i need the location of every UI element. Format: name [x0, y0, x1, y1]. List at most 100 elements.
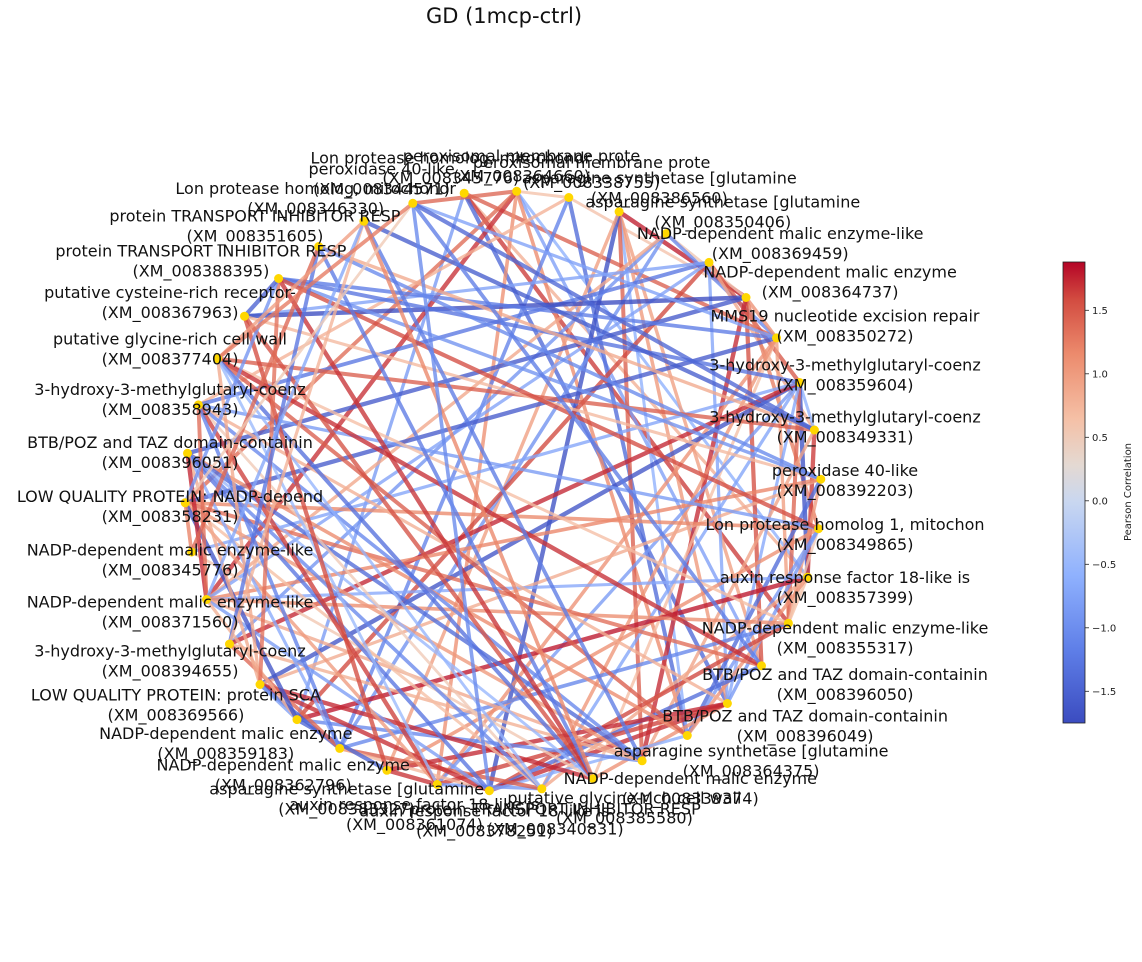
- edge: [276, 276, 821, 531]
- node-label-id: (XM_008345776): [102, 561, 239, 581]
- node-label-name: BTB/POZ and TAZ domain-containin: [662, 706, 948, 725]
- node-label-name: protein TRANSPORT INHIBITOR RESP: [109, 207, 400, 226]
- edge: [385, 526, 821, 773]
- node-label-id: (XM_008394655): [102, 661, 239, 681]
- colorbar-tick-label: 0.5: [1092, 433, 1108, 444]
- node-label-id: (XM_008359183): [157, 744, 294, 764]
- node: [704, 257, 714, 267]
- node-label-name: BTB/POZ and TAZ domain-containin: [702, 665, 988, 684]
- node: [614, 207, 624, 217]
- node: [512, 186, 522, 196]
- node: [783, 618, 793, 628]
- node-label-name: NADP-dependent malic enzyme: [157, 756, 410, 775]
- node-label-id: (XM_008369459): [712, 244, 849, 264]
- node-label-id: (XM_008350406): [654, 213, 791, 233]
- node-label-name: MMS19 nucleotide excision repair: [710, 307, 979, 326]
- node-label-name: 3-hydroxy-3-methylglutaryl-coenz: [34, 641, 305, 660]
- edge: [186, 451, 595, 781]
- edge: [216, 357, 439, 786]
- node-label-id: (XM_008396049): [737, 726, 874, 746]
- node-label-id: (XM_008350272): [777, 327, 914, 347]
- edge: [744, 295, 779, 340]
- edge: [362, 219, 596, 781]
- node-label-id: (XM_008357399): [777, 588, 914, 608]
- node-label-id: (XM_008345776): [382, 168, 519, 188]
- node-label-name: Lon protease homolog, mitochondr: [175, 179, 456, 198]
- node-label-name: peroxidase 40-like: [772, 461, 918, 480]
- node-label-id: (XM_008392203): [777, 481, 914, 501]
- edge: [242, 276, 281, 319]
- node-label-name: 3-hydroxy-3-methylglutaryl-coenz: [709, 407, 980, 426]
- node: [292, 715, 302, 725]
- node-label-name: NADP-dependent malic enzyme-like: [637, 224, 924, 243]
- edge: [617, 210, 689, 737]
- edge: [316, 244, 823, 482]
- node: [741, 293, 751, 302]
- node-label-id: (XM_008369566): [107, 706, 244, 726]
- node-label-id: (XM_008362796): [215, 776, 352, 796]
- node: [637, 756, 647, 766]
- node-label-id: (XM_008349331): [777, 427, 914, 447]
- edge: [196, 402, 440, 787]
- edge: [410, 201, 492, 793]
- node-label-id: (XM_008349865): [777, 535, 914, 555]
- node-label-id: (XM_008339374): [622, 789, 759, 809]
- node: [213, 354, 223, 364]
- node-label-name: asparagine synthetase [glutamine: [209, 779, 484, 798]
- node-label-id: (XM_008340831): [487, 820, 624, 840]
- node-label-name: Lon protease homolog 1, mitochon: [705, 515, 984, 534]
- node-label-name: asparagine synthetase [glutamine: [585, 193, 860, 212]
- edge: [196, 402, 209, 602]
- edge: [276, 276, 802, 385]
- edge: [215, 356, 764, 668]
- edge: [204, 597, 791, 626]
- node-label-name: putative glycine-rich cell wall: [53, 329, 287, 348]
- node-label-name: putative cysteine-rich receptor-: [44, 283, 296, 302]
- colorbar: −1.5 −1.0 −0.5 0.0 0.5 1.0 1.5 Pearson Correla…: [1062, 261, 1134, 724]
- edges-layer: [182, 189, 823, 793]
- edge: [361, 219, 817, 433]
- colorbar-gradient: [1062, 261, 1086, 724]
- node: [240, 311, 249, 321]
- node: [459, 188, 469, 198]
- node: [314, 242, 324, 251]
- node-label-name: NADP-dependent malic enzyme-like: [27, 593, 314, 612]
- node-label-id: (XM_008371560): [102, 613, 239, 633]
- node-label-id: (XM_008351605): [186, 227, 323, 247]
- node: [772, 333, 781, 343]
- nodes-layer: [180, 186, 826, 796]
- colorbar-tick-label: −1.0: [1092, 623, 1116, 634]
- edge: [185, 451, 209, 602]
- node: [432, 780, 442, 789]
- edge: [639, 295, 749, 763]
- node-label-id: (XM_008344571): [313, 180, 450, 200]
- edge: [276, 276, 823, 481]
- node-label-name: Lon protease homolog, mitochondr: [311, 148, 592, 167]
- node-label-id: (XM_008361074): [346, 815, 483, 835]
- edge: [786, 575, 810, 625]
- node-label-name: auxin response factor 18-like is: [359, 802, 609, 821]
- edge: [743, 295, 764, 668]
- node-label-id: (XM_008386560): [591, 189, 728, 209]
- node-label-id: (XM_008355317): [777, 639, 914, 659]
- node: [809, 425, 819, 435]
- edge: [515, 189, 810, 579]
- node-label-name: 3-hydroxy-3-methylglutaryl-coenz: [709, 355, 980, 374]
- node: [382, 765, 392, 775]
- edge: [361, 219, 644, 763]
- colorbar-tick-label: 1.5: [1092, 306, 1108, 317]
- colorbar-ticks: −1.5 −1.0 −0.5 0.0 0.5 1.0 1.5: [1085, 306, 1116, 698]
- labels-layer: Lon protease homolog, mitochondr(XM_0083…: [17, 146, 988, 841]
- node: [757, 661, 766, 671]
- node: [408, 198, 418, 208]
- edge: [227, 244, 321, 647]
- node-label-id: (XM_008388395): [132, 262, 269, 282]
- node-label-name: 3-hydroxy-3-methylglutaryl-coenz: [34, 380, 305, 399]
- node-label-name: putative glycine-rich cell wall: [507, 789, 741, 808]
- edge: [774, 336, 791, 625]
- node: [484, 786, 494, 796]
- edge: [183, 500, 194, 554]
- node: [274, 274, 284, 283]
- edge: [204, 575, 810, 602]
- node: [803, 572, 813, 582]
